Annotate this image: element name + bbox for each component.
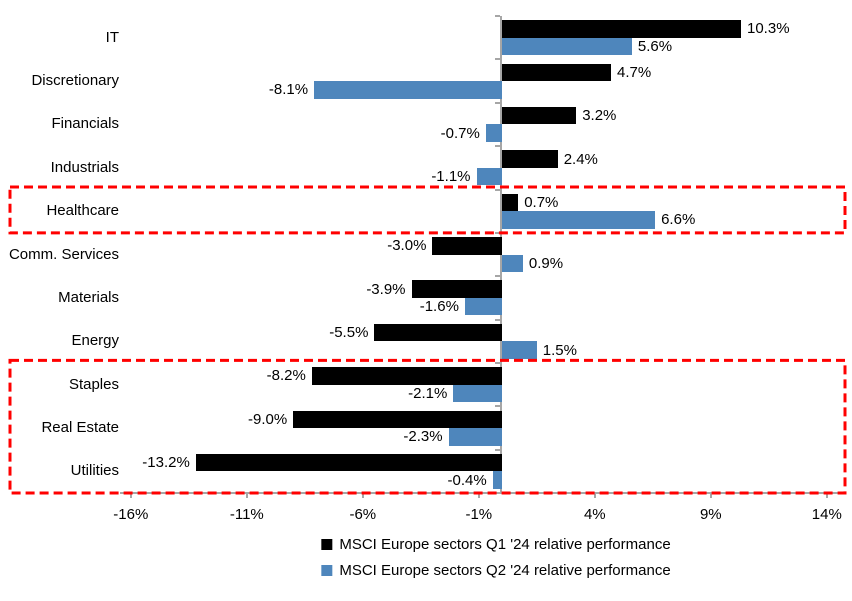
bar-q1-discretionary bbox=[502, 63, 611, 82]
value-label-q1-discretionary: 4.7% bbox=[617, 63, 652, 81]
value-label-q1-real-estate: -9.0% bbox=[248, 410, 288, 428]
bar-q2-it bbox=[502, 37, 632, 56]
category-label-healthcare: Healthcare bbox=[46, 202, 119, 220]
bar-q1-energy bbox=[374, 323, 502, 342]
y-axis-nub bbox=[495, 405, 500, 408]
y-axis-nub bbox=[495, 188, 500, 191]
y-axis-nub bbox=[495, 361, 500, 364]
x-axis-line bbox=[120, 492, 846, 494]
value-label-q2-discretionary: -8.1% bbox=[268, 81, 309, 99]
category-label-utilities: Utilities bbox=[70, 462, 119, 480]
chart-legend: MSCI Europe sectors Q1 '24 relative perf… bbox=[321, 536, 671, 579]
value-label-q1-energy: -5.5% bbox=[329, 324, 369, 341]
bar-q1-industrials bbox=[502, 150, 558, 168]
x-tick bbox=[361, 493, 364, 498]
bar-q2-discretionary bbox=[314, 81, 502, 99]
category-label-comm-services: Comm. Services bbox=[8, 245, 119, 263]
value-label-q1-utilities: -13.2% bbox=[142, 454, 190, 472]
value-label-q1-comm-services: -3.0% bbox=[387, 237, 427, 255]
y-axis-nub bbox=[495, 231, 500, 234]
x-tick bbox=[825, 493, 828, 498]
category-label-energy: Energy bbox=[71, 332, 119, 350]
bar-q1-financials bbox=[502, 106, 577, 125]
legend-item-q1: MSCI Europe sectors Q1 '24 relative perf… bbox=[321, 536, 671, 553]
category-label-industrials: Industrials bbox=[50, 158, 119, 176]
value-label-q2-it: 5.6% bbox=[637, 38, 673, 55]
value-label-q2-staples: -2.1% bbox=[408, 384, 448, 402]
y-axis-nub bbox=[495, 275, 500, 278]
legend-marker-q2-icon bbox=[321, 565, 333, 576]
x-tick-label-11: -11% bbox=[229, 506, 264, 523]
value-label-q2-materials: -1.6% bbox=[419, 298, 459, 316]
x-tick-label-14: 14% bbox=[811, 506, 842, 523]
x-tick-label-6: -6% bbox=[349, 506, 377, 523]
y-axis-nub bbox=[495, 318, 500, 321]
bar-q2-staples bbox=[453, 384, 502, 403]
value-label-q2-energy: 1.5% bbox=[542, 341, 577, 359]
bar-q2-utilities bbox=[492, 471, 502, 489]
value-label-q1-it: 10.3% bbox=[747, 20, 790, 38]
x-tick bbox=[477, 493, 480, 498]
x-tick-label-1: -1% bbox=[465, 506, 493, 523]
y-axis-nub bbox=[495, 448, 500, 451]
bar-q1-comm-services bbox=[432, 237, 502, 255]
bar-q2-comm-services bbox=[502, 254, 523, 272]
y-axis-line bbox=[500, 16, 502, 493]
bar-q2-materials bbox=[464, 297, 502, 316]
x-tick-label-16: -16% bbox=[113, 506, 149, 523]
x-tick bbox=[129, 493, 132, 498]
value-label-q1-healthcare: 0.7% bbox=[524, 193, 559, 211]
x-tick-label-9: 9% bbox=[699, 506, 722, 523]
bar-q1-healthcare bbox=[502, 193, 519, 212]
value-label-q2-utilities: -0.4% bbox=[447, 471, 487, 489]
y-axis-nub bbox=[495, 15, 500, 17]
x-tick bbox=[709, 493, 712, 498]
category-label-materials: Materials bbox=[58, 288, 119, 306]
bar-q1-it bbox=[502, 20, 741, 38]
category-label-it: IT bbox=[105, 28, 119, 46]
value-label-q2-healthcare: 6.6% bbox=[661, 211, 696, 229]
value-label-q1-industrials: 2.4% bbox=[563, 150, 598, 168]
value-label-q2-real-estate: -2.3% bbox=[403, 428, 443, 446]
bar-q2-financials bbox=[485, 124, 502, 142]
bar-q2-energy bbox=[502, 341, 537, 359]
legend-marker-q1-icon bbox=[321, 539, 333, 550]
value-label-q2-industrials: -1.1% bbox=[431, 168, 471, 185]
x-tick bbox=[593, 493, 596, 498]
y-axis-nub bbox=[495, 58, 500, 61]
legend-item-q2: MSCI Europe sectors Q2 '24 relative perf… bbox=[321, 562, 671, 579]
bar-q1-materials bbox=[411, 280, 502, 298]
value-label-q1-staples: -8.2% bbox=[266, 367, 306, 385]
bar-q2-real-estate bbox=[448, 428, 502, 446]
category-label-discretionary: Discretionary bbox=[31, 72, 119, 90]
y-axis-nub bbox=[495, 101, 500, 104]
x-tick bbox=[245, 493, 248, 498]
category-label-real-estate: Real Estate bbox=[41, 418, 119, 436]
bar-q1-real-estate bbox=[293, 410, 502, 428]
category-label-staples: Staples bbox=[68, 375, 119, 393]
legend-label-q2: MSCI Europe sectors Q2 '24 relative perf… bbox=[339, 562, 671, 579]
legend-label-q1: MSCI Europe sectors Q1 '24 relative perf… bbox=[339, 536, 671, 553]
category-label-financials: Financials bbox=[51, 115, 119, 133]
x-tick-label-4: 4% bbox=[583, 506, 606, 523]
bar-q1-utilities bbox=[195, 453, 502, 472]
value-label-q1-financials: 3.2% bbox=[582, 107, 617, 125]
value-label-q2-comm-services: 0.9% bbox=[528, 254, 564, 272]
y-axis-nub bbox=[495, 145, 500, 148]
value-label-q1-materials: -3.9% bbox=[366, 280, 406, 298]
bar-q2-industrials bbox=[476, 167, 502, 186]
bar-q1-staples bbox=[311, 367, 502, 385]
bar-q2-healthcare bbox=[502, 211, 656, 229]
value-label-q2-financials: -0.7% bbox=[440, 124, 480, 142]
